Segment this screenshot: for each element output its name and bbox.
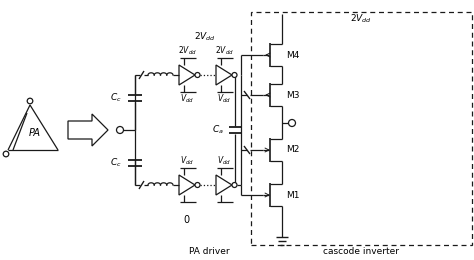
Circle shape (289, 120, 295, 127)
Text: $C_a$: $C_a$ (212, 124, 224, 136)
Text: $2V_{dd}$: $2V_{dd}$ (215, 45, 234, 57)
Text: $V_{dd}$: $V_{dd}$ (180, 155, 194, 167)
Text: $C_c$: $C_c$ (110, 92, 122, 104)
Bar (251, 12, 472, 245)
Text: M2: M2 (286, 146, 300, 154)
Text: PA driver: PA driver (189, 248, 229, 257)
Circle shape (27, 98, 33, 104)
Circle shape (195, 183, 200, 187)
Text: M3: M3 (286, 90, 300, 100)
Text: $2V_{dd}$: $2V_{dd}$ (194, 31, 216, 43)
Text: $0$: $0$ (183, 213, 191, 225)
Text: M4: M4 (286, 50, 300, 60)
Text: cascode inverter: cascode inverter (323, 248, 399, 257)
Text: $V_{dd}$: $V_{dd}$ (217, 155, 231, 167)
Text: $2V_{dd}$: $2V_{dd}$ (178, 45, 196, 57)
Circle shape (195, 73, 200, 77)
Text: $2V_{dd}$: $2V_{dd}$ (350, 13, 372, 25)
Text: $C_c$: $C_c$ (110, 157, 122, 169)
Text: M1: M1 (286, 191, 300, 199)
Text: $V_{dd}$: $V_{dd}$ (217, 93, 231, 105)
Circle shape (232, 183, 237, 187)
Text: $V_{dd}$: $V_{dd}$ (180, 93, 194, 105)
Circle shape (117, 127, 124, 133)
Text: PA: PA (29, 128, 41, 138)
Circle shape (3, 151, 9, 157)
Circle shape (232, 73, 237, 77)
